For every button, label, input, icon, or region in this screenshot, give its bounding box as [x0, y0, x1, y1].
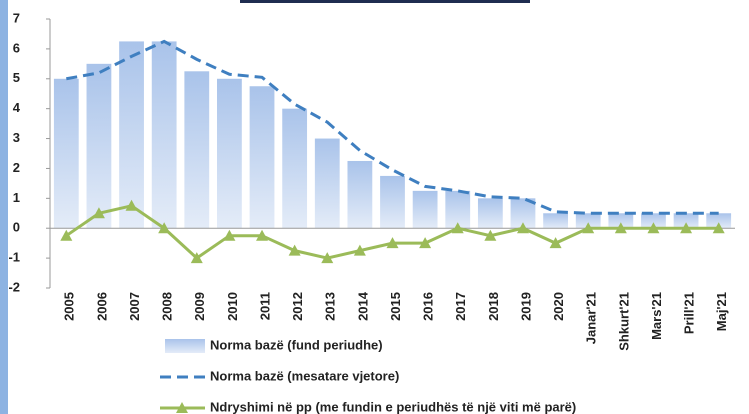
- x-tick-label: 2009: [192, 292, 207, 321]
- bar: [119, 41, 144, 229]
- marker: [223, 229, 236, 241]
- marker: [190, 252, 203, 264]
- x-tick-label: 2015: [388, 292, 403, 321]
- marker: [353, 244, 366, 256]
- x-tick-label: Prill'21: [682, 292, 697, 334]
- bar: [575, 213, 601, 229]
- y-tick-label: 1: [13, 190, 20, 205]
- legend-label: Ndryshimi në pp (me fundin e periudhës t…: [210, 399, 576, 414]
- marker: [288, 244, 301, 256]
- bar: [151, 41, 177, 229]
- y-tick-label: 2: [13, 160, 20, 175]
- x-tick-label: 2006: [94, 292, 109, 321]
- x-tick-label: Mars'21: [649, 292, 664, 340]
- x-tick-label: 2013: [323, 292, 338, 321]
- x-tick-label: 2005: [62, 292, 77, 321]
- marker: [451, 222, 464, 234]
- side-stripe: [0, 0, 8, 414]
- line: [66, 39, 719, 215]
- marker: [60, 229, 73, 241]
- y-tick-label: 0: [13, 220, 20, 235]
- legend-label: Norma bazë (mesatare vjetore): [210, 368, 399, 383]
- x-tick-label: 2018: [486, 292, 501, 321]
- bar: [477, 198, 503, 229]
- y-tick-label: 3: [13, 130, 20, 145]
- x-tick-label: Shkurt'21: [616, 292, 631, 351]
- bar: [86, 63, 112, 229]
- bar: [380, 175, 405, 229]
- marker: [680, 222, 693, 234]
- marker: [582, 222, 595, 234]
- legend-marker: [176, 402, 188, 413]
- marker: [712, 222, 725, 234]
- bar: [673, 213, 699, 229]
- x-tick-label: 2017: [453, 292, 468, 321]
- marker: [419, 237, 432, 249]
- y-tick-label: -2: [8, 279, 20, 294]
- y-tick-label: -1: [8, 250, 20, 265]
- marker: [549, 237, 562, 249]
- bar: [282, 108, 308, 229]
- legend-label: Norma bazë (fund periudhe): [210, 337, 383, 352]
- marker: [321, 252, 334, 264]
- x-tick-label: 2011: [257, 292, 272, 320]
- bar: [184, 71, 210, 229]
- x-tick-label: 2020: [551, 292, 566, 321]
- marker: [647, 222, 660, 234]
- y-tick-label: 4: [13, 100, 21, 115]
- y-tick-label: 5: [13, 70, 20, 85]
- bar: [314, 138, 340, 229]
- bar: [445, 190, 471, 229]
- marker: [92, 207, 105, 219]
- y-tick-label: 6: [13, 40, 20, 55]
- bar: [706, 213, 732, 229]
- x-tick-label: Janar'21: [584, 292, 599, 344]
- legend-swatch: [165, 339, 205, 353]
- bar: [249, 86, 275, 229]
- y-tick-label: 7: [13, 10, 20, 25]
- x-tick-label: 2010: [225, 292, 240, 321]
- bar: [53, 78, 79, 229]
- x-tick-label: Maj'21: [714, 292, 729, 331]
- bar: [641, 213, 666, 229]
- x-tick-label: 2019: [518, 292, 533, 321]
- bar: [412, 190, 438, 229]
- marker: [516, 222, 529, 234]
- x-tick-label: 2007: [127, 292, 142, 321]
- x-tick-label: 2012: [290, 292, 305, 321]
- bar: [608, 213, 634, 229]
- bar: [347, 160, 373, 229]
- marker: [386, 237, 399, 249]
- bar: [543, 213, 568, 229]
- marker: [158, 222, 171, 234]
- x-tick-label: 2014: [355, 291, 370, 321]
- marker: [614, 222, 627, 234]
- top-bar: [240, 0, 530, 3]
- marker: [484, 229, 497, 241]
- marker: [256, 229, 269, 241]
- marker: [125, 199, 138, 211]
- x-tick-label: 2008: [160, 292, 175, 321]
- bar: [217, 78, 242, 229]
- x-tick-label: 2016: [421, 292, 436, 321]
